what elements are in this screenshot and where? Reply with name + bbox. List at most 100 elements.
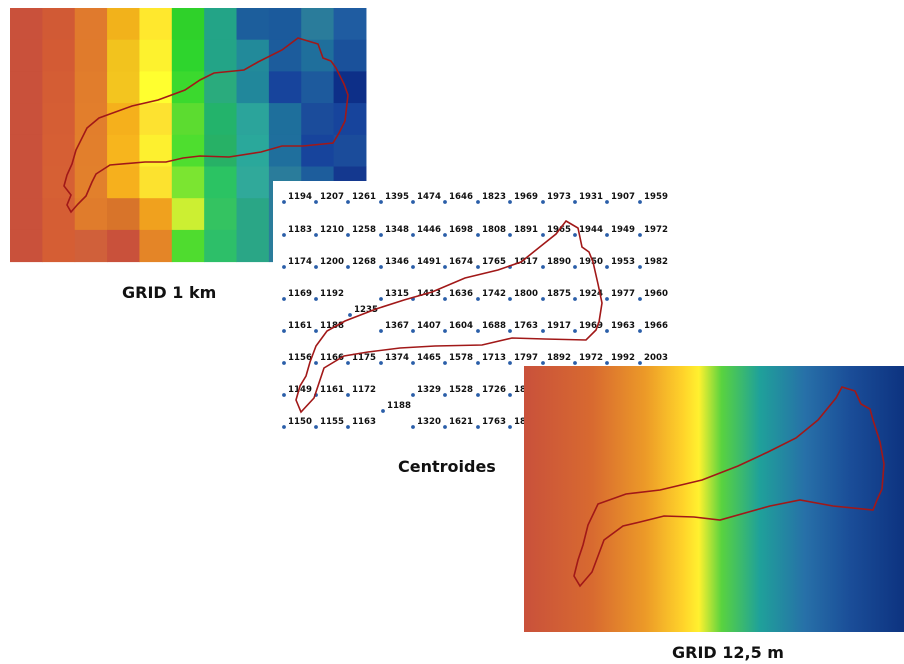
centroid-value-label: 1192 [320, 289, 344, 299]
grid-1km-cell [139, 166, 173, 199]
centroid-value-label: 1808 [482, 225, 506, 235]
centroid-point [346, 265, 350, 269]
grid-1km-cell [333, 71, 367, 104]
centroid-point [541, 265, 545, 269]
centroid-value-label: 1174 [288, 257, 312, 267]
centroid-point [476, 329, 480, 333]
centroid-value-label: 1268 [352, 257, 376, 267]
grid-1km-cell [236, 229, 270, 263]
grid-1km-cell [74, 71, 108, 104]
centroid-value-label: 1931 [579, 192, 603, 202]
grid-1km-cell [171, 134, 205, 167]
grid-1km-cell [10, 71, 43, 104]
grid-12-5m-basin-boundary [573, 386, 885, 588]
grid-1km-cell [236, 166, 270, 199]
centroid-value-label: 1969 [514, 192, 538, 202]
centroid-value-label: 1491 [417, 257, 441, 267]
grid-1km-cell [236, 8, 270, 41]
centroid-value-label: 1621 [449, 417, 473, 427]
centroid-value-label: 1528 [449, 385, 473, 395]
grid-1km-cell [171, 229, 205, 263]
centroid-point [573, 200, 577, 204]
centroid-point [379, 233, 383, 237]
centroid-value-label: 1261 [352, 192, 376, 202]
grid-1km-cell [204, 103, 238, 136]
centroid-value-label: 1797 [514, 353, 538, 363]
centroid-value-label: 1150 [288, 417, 312, 427]
centroid-point [605, 265, 609, 269]
centroid-point [379, 297, 383, 301]
centroid-point [573, 265, 577, 269]
centroid-point [573, 361, 577, 365]
centroid-point [476, 425, 480, 429]
centroid-point [282, 233, 286, 237]
grid-1km-cell [301, 8, 335, 41]
centroid-point [638, 361, 642, 365]
grid-1km-cell [171, 8, 205, 41]
centroid-point [282, 200, 286, 204]
grid-1km-cell [10, 134, 43, 167]
centroides-basin-boundary [295, 219, 603, 414]
centroid-point [346, 425, 350, 429]
centroid-point [443, 297, 447, 301]
centroid-value-label: 1156 [288, 353, 312, 363]
centroid-value-label: 1166 [320, 353, 344, 363]
centroid-point [443, 329, 447, 333]
centroid-value-label: 1977 [611, 289, 635, 299]
grid-1km-cell [107, 71, 140, 104]
centroid-value-label: 1817 [514, 257, 538, 267]
centroid-value-label: 1604 [449, 321, 473, 331]
grid-1km-cell [236, 103, 270, 136]
centroid-point [508, 297, 512, 301]
grid-1km-cell [10, 103, 43, 136]
centroid-point [314, 425, 318, 429]
centroid-point [476, 265, 480, 269]
grid-1km-cell [107, 229, 140, 263]
centroid-value-label: 1194 [288, 192, 312, 202]
centroid-point [348, 313, 352, 317]
centroid-value-label: 1966 [644, 321, 668, 331]
grid-1km-cell [139, 8, 173, 41]
grid-1km-cell [107, 166, 140, 199]
grid-1km-cell [107, 134, 140, 167]
grid-1km-cell [74, 198, 108, 231]
centroid-point [282, 329, 286, 333]
centroid-value-label: 1188 [320, 321, 344, 331]
grid-1km-cell [139, 229, 173, 263]
centroid-point [573, 329, 577, 333]
centroid-value-label: 1578 [449, 353, 473, 363]
grid-1km-cell [139, 198, 173, 231]
grid-1km-cell [236, 198, 270, 231]
centroid-point [541, 329, 545, 333]
centroid-point [573, 233, 577, 237]
grid-1km-cell [268, 39, 302, 72]
grid-1km-cell [42, 103, 76, 136]
centroid-value-label: 1973 [547, 192, 571, 202]
grid-1km-cell [139, 39, 173, 72]
grid-1km-cell [301, 71, 335, 104]
centroid-point [541, 233, 545, 237]
centroid-point [411, 200, 415, 204]
grid-1km-cell [74, 103, 108, 136]
grid-1km-cell [236, 39, 270, 72]
centroid-point [508, 329, 512, 333]
centroid-value-label: 1972 [644, 225, 668, 235]
centroid-point [443, 393, 447, 397]
grid-1km-cell [171, 166, 205, 199]
centroides-caption: Centroides [398, 457, 496, 476]
centroid-point [476, 233, 480, 237]
centroid-value-label: 1175 [352, 353, 376, 363]
centroid-point [379, 361, 383, 365]
centroid-point [443, 425, 447, 429]
centroid-point [314, 233, 318, 237]
centroid-point [476, 200, 480, 204]
centroid-point [411, 361, 415, 365]
centroid-point [638, 265, 642, 269]
centroid-point [282, 425, 286, 429]
centroid-point [508, 393, 512, 397]
grid-1km-cell [74, 39, 108, 72]
grid-1km-basin-boundary [63, 37, 349, 214]
centroid-value-label: 1172 [352, 385, 376, 395]
grid-1km-raster [10, 8, 367, 263]
